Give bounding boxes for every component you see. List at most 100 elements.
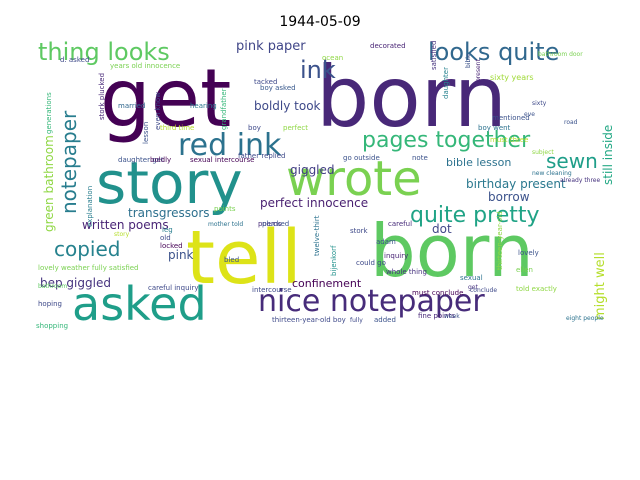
word-cloud-word: boy went <box>478 124 511 132</box>
word-cloud-word: must conclude <box>412 289 463 297</box>
word-cloud-word: pink <box>168 248 194 262</box>
word-cloud-word: sixty years <box>490 73 534 82</box>
word-cloud-word: hoping <box>38 300 62 308</box>
word-cloud-word: decorated <box>370 42 406 50</box>
word-cloud-word: twelve-thirt <box>313 215 321 256</box>
word-cloud-word: could go <box>356 259 386 267</box>
word-cloud-word: ocean <box>322 54 343 62</box>
word-cloud-word: satisfied <box>430 41 438 70</box>
word-cloud-word: ink <box>300 56 336 84</box>
chart-title: 1944-05-09 <box>279 14 360 30</box>
word-cloud-word: old <box>160 234 171 242</box>
word-cloud-word: giggled <box>290 163 335 177</box>
word-cloud-word: week <box>444 313 460 320</box>
word-cloud-word: even know <box>154 92 162 130</box>
word-cloud-word: ellen <box>516 266 533 274</box>
word-cloud-word: fine points <box>418 312 455 320</box>
word-cloud-word: still inside <box>601 125 615 185</box>
word-cloud-word: points <box>214 205 236 213</box>
word-cloud-word: copied <box>54 237 120 261</box>
word-cloud-word: bible lesson <box>446 156 511 169</box>
word-cloud-word: added <box>374 316 396 324</box>
word-cloud-word: sewn <box>546 149 598 173</box>
word-cloud-word: lovely <box>518 249 539 257</box>
word-cloud-word: bathroom <box>38 283 67 290</box>
word-cloud-word: dot <box>432 222 452 236</box>
word-cloud-word: married <box>118 102 145 110</box>
word-cloud-word: written poems <box>82 218 169 232</box>
word-cloud-word: adam <box>376 238 396 246</box>
word-cloud-word: looks quite <box>428 38 559 66</box>
word-cloud-word: bled <box>224 256 239 264</box>
word-cloud-word: third time <box>160 124 194 132</box>
word-cloud-word: red ink <box>178 128 282 163</box>
word-cloud-word: bible <box>465 53 472 68</box>
word-cloud-word: boldly took <box>254 99 321 113</box>
word-cloud-word: sexual <box>460 274 483 282</box>
word-cloud-word: mother told <box>208 221 243 228</box>
word-cloud-word: new cleaning <box>532 170 572 177</box>
word-cloud-word: locked <box>160 242 183 250</box>
word-cloud-word: lesson <box>142 122 150 144</box>
word-cloud-word: borrow <box>488 190 530 204</box>
word-cloud-word: nice notepaper <box>258 284 485 319</box>
word-cloud-word: careful inquiry <box>148 284 198 292</box>
word-cloud-word: years old innocence <box>110 62 180 70</box>
word-cloud-word: boy <box>248 124 261 132</box>
word-cloud-word: father replied <box>238 152 285 160</box>
word-cloud-word: grandfather <box>220 88 228 130</box>
word-cloud-word: transgressors <box>128 206 210 220</box>
word-cloud-word: present <box>475 59 482 82</box>
word-cloud-word: hearing <box>190 102 217 110</box>
word-cloud-word: born <box>370 209 534 293</box>
word-cloud-word: plucked <box>262 220 289 228</box>
word-cloud-word: road <box>564 119 578 126</box>
word-cloud-word: daughter <box>442 67 450 99</box>
word-cloud-word: inquiry <box>384 252 408 260</box>
word-cloud-word: generations <box>45 92 53 134</box>
word-cloud-word: conclude <box>470 287 497 294</box>
word-cloud-word: told exactly <box>516 285 557 293</box>
word-cloud-word: tell <box>186 215 302 301</box>
word-cloud-word: pink paper <box>236 39 306 54</box>
word-cloud-word: sexual intercourse <box>190 156 254 164</box>
word-cloud-word: careful <box>388 220 412 228</box>
word-cloud-word: shopping <box>36 322 68 330</box>
word-cloud-word: note <box>412 154 428 162</box>
word-cloud-word: perfect innocence <box>260 196 368 210</box>
word-cloud-word: intercourse <box>252 286 292 294</box>
word-cloud-word: explanation <box>86 186 94 227</box>
word-cloud-word: go outside <box>343 154 380 162</box>
word-cloud-word: thing looks <box>38 38 170 66</box>
word-cloud-word: pages together <box>362 128 531 153</box>
word-cloud-word: bijenkorf <box>330 245 338 276</box>
word-cloud-word: eve <box>524 111 535 118</box>
word-cloud-word: get <box>468 284 479 291</box>
word-cloud-word: poems <box>258 220 282 228</box>
word-cloud-word: perfect <box>283 124 308 132</box>
word-cloud-word: sixty <box>532 100 547 107</box>
word-cloud-word: story <box>96 149 243 217</box>
word-cloud-word: lovely weather fully satisfied <box>38 264 139 272</box>
word-cloud-word: leg <box>162 226 173 234</box>
word-cloud-word: bep giggled <box>40 276 111 290</box>
word-cloud-word: might well <box>593 252 608 320</box>
word-cloud-word: stork <box>350 227 369 235</box>
word-cloud-word: wrote <box>286 151 422 207</box>
word-cloud-word: quite pretty <box>410 203 540 228</box>
word-cloud-word: confinement <box>292 277 362 290</box>
word-cloud-word: mentioned <box>492 114 530 122</box>
word-cloud-word: subject <box>532 149 554 156</box>
word-cloud-word: asked <box>72 277 207 331</box>
word-cloud-word: story <box>114 231 130 238</box>
word-cloud-word: daughter get <box>118 156 164 164</box>
word-cloud-word: already three <box>560 177 600 184</box>
word-cloud-word: eight people <box>566 315 604 322</box>
word-cloud-word: born <box>316 48 507 146</box>
word-cloud-word: fully <box>350 317 363 324</box>
word-cloud-word: thirteen-year-old <box>496 211 504 270</box>
word-cloud-word: d. asked <box>60 56 89 64</box>
word-cloud-word: thirteen-year-old boy <box>272 316 346 324</box>
